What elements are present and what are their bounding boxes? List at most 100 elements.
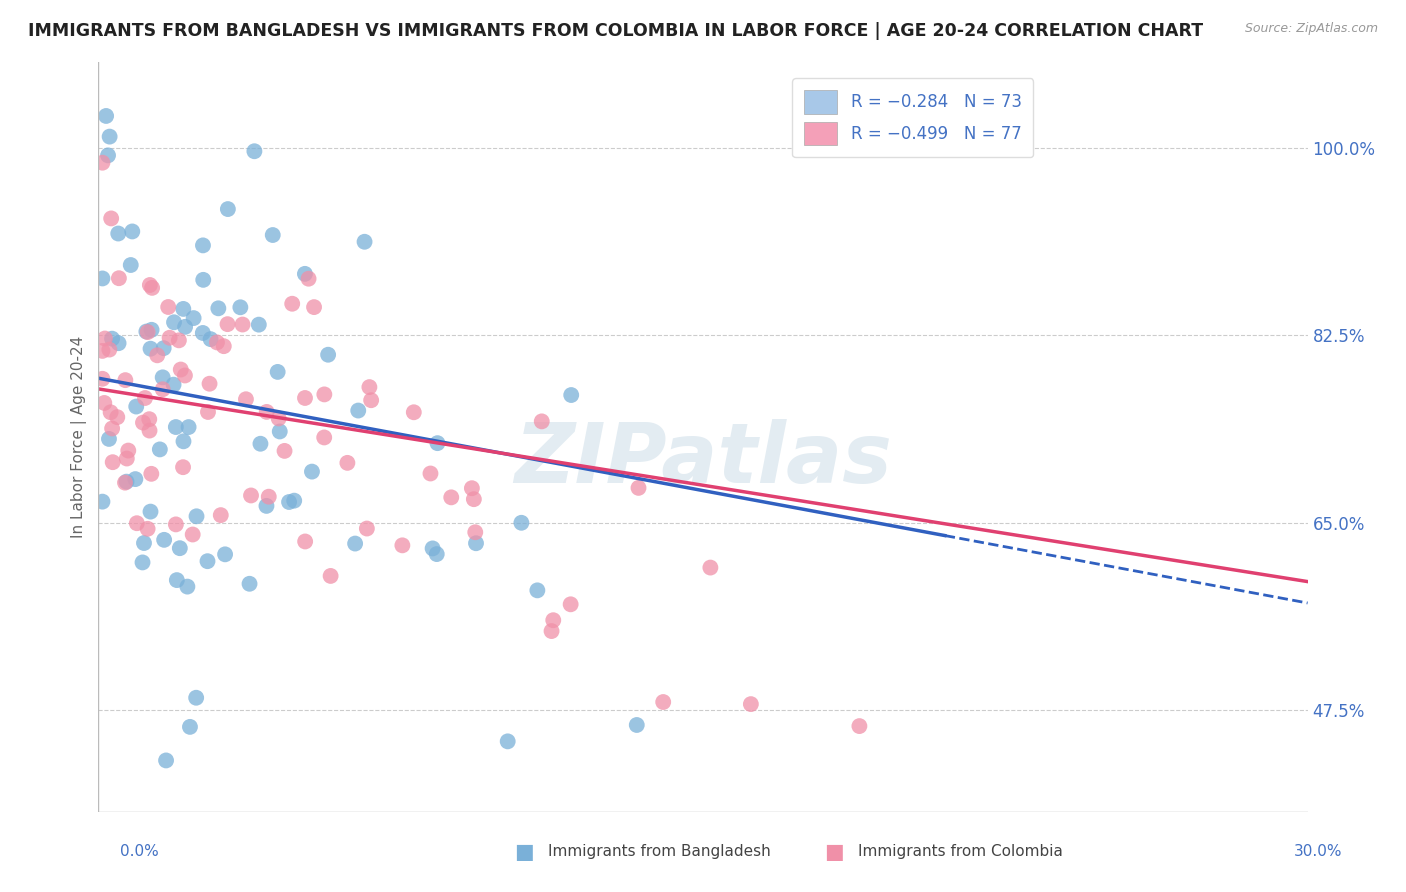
Point <box>262 227 284 242</box>
Point <box>217 202 239 216</box>
Point <box>108 271 131 285</box>
Point <box>159 331 181 345</box>
Point <box>183 311 205 326</box>
Point <box>162 377 184 392</box>
Point <box>174 319 197 334</box>
Point <box>229 300 252 314</box>
Point <box>163 315 186 329</box>
Point <box>626 718 648 732</box>
Point <box>197 554 219 568</box>
Point <box>179 720 201 734</box>
Point <box>97 148 120 162</box>
Point <box>243 145 266 159</box>
Point <box>124 472 146 486</box>
Point <box>217 317 239 331</box>
Text: Immigrants from Bangladesh: Immigrants from Bangladesh <box>548 845 770 859</box>
Point <box>249 436 271 450</box>
Point <box>461 481 484 495</box>
Point <box>191 238 214 252</box>
Point <box>98 129 121 144</box>
Point <box>281 297 304 311</box>
Point <box>198 376 221 391</box>
Point <box>200 332 222 346</box>
Point <box>314 387 336 401</box>
Point <box>360 393 382 408</box>
Point <box>347 403 370 417</box>
Point <box>205 335 228 350</box>
Point <box>100 211 122 226</box>
Point <box>627 481 650 495</box>
Text: ZIPatlas: ZIPatlas <box>515 419 891 500</box>
Point <box>165 517 187 532</box>
Point <box>240 488 263 502</box>
Point <box>464 525 486 540</box>
Point <box>135 325 157 339</box>
Point <box>107 336 129 351</box>
Point <box>273 443 295 458</box>
Point <box>560 597 582 611</box>
Legend: R = −0.284   N = 73, R = −0.499   N = 77: R = −0.284 N = 73, R = −0.499 N = 77 <box>792 78 1033 157</box>
Text: 30.0%: 30.0% <box>1295 845 1343 859</box>
Point <box>316 348 339 362</box>
Point <box>91 271 114 285</box>
Point <box>463 492 485 507</box>
Point <box>152 341 174 355</box>
Point <box>174 368 197 383</box>
Y-axis label: In Labor Force | Age 20-24: In Labor Force | Age 20-24 <box>72 336 87 538</box>
Point <box>134 391 156 405</box>
Text: 0.0%: 0.0% <box>120 845 159 859</box>
Point <box>510 516 533 530</box>
Point <box>402 405 425 419</box>
Point <box>91 494 114 508</box>
Point <box>155 754 177 768</box>
Point <box>426 436 449 450</box>
Point <box>267 411 290 425</box>
Point <box>115 475 138 489</box>
Point <box>294 534 316 549</box>
Point <box>214 547 236 561</box>
Point <box>740 697 762 711</box>
Point <box>157 300 180 314</box>
Point <box>440 491 463 505</box>
Point <box>114 373 136 387</box>
Point <box>131 556 153 570</box>
Point <box>232 318 254 332</box>
Point <box>132 416 155 430</box>
Point <box>94 331 117 345</box>
Point <box>121 224 143 238</box>
Point <box>278 495 301 509</box>
Point <box>141 467 163 481</box>
Point <box>256 499 278 513</box>
Point <box>181 527 204 541</box>
Point <box>530 414 553 428</box>
Point <box>136 522 159 536</box>
Point <box>353 235 375 249</box>
Point <box>91 343 114 358</box>
Point <box>98 432 121 446</box>
Point <box>257 490 280 504</box>
Point <box>136 325 159 339</box>
Point <box>153 533 176 547</box>
Point <box>426 547 449 561</box>
Point <box>141 281 163 295</box>
Point <box>177 420 200 434</box>
Point <box>125 400 148 414</box>
Point <box>152 382 174 396</box>
Point <box>91 155 114 169</box>
Point <box>166 573 188 587</box>
Point <box>101 455 124 469</box>
Point <box>125 516 148 531</box>
Point <box>105 410 128 425</box>
Point <box>266 365 288 379</box>
Point <box>301 465 323 479</box>
Point <box>152 370 174 384</box>
Point <box>172 460 194 475</box>
Point <box>139 342 162 356</box>
Point <box>141 323 163 337</box>
Point <box>186 690 208 705</box>
Point <box>526 583 548 598</box>
Point <box>138 424 160 438</box>
Point <box>91 372 114 386</box>
Point <box>212 339 235 353</box>
Point <box>193 273 215 287</box>
